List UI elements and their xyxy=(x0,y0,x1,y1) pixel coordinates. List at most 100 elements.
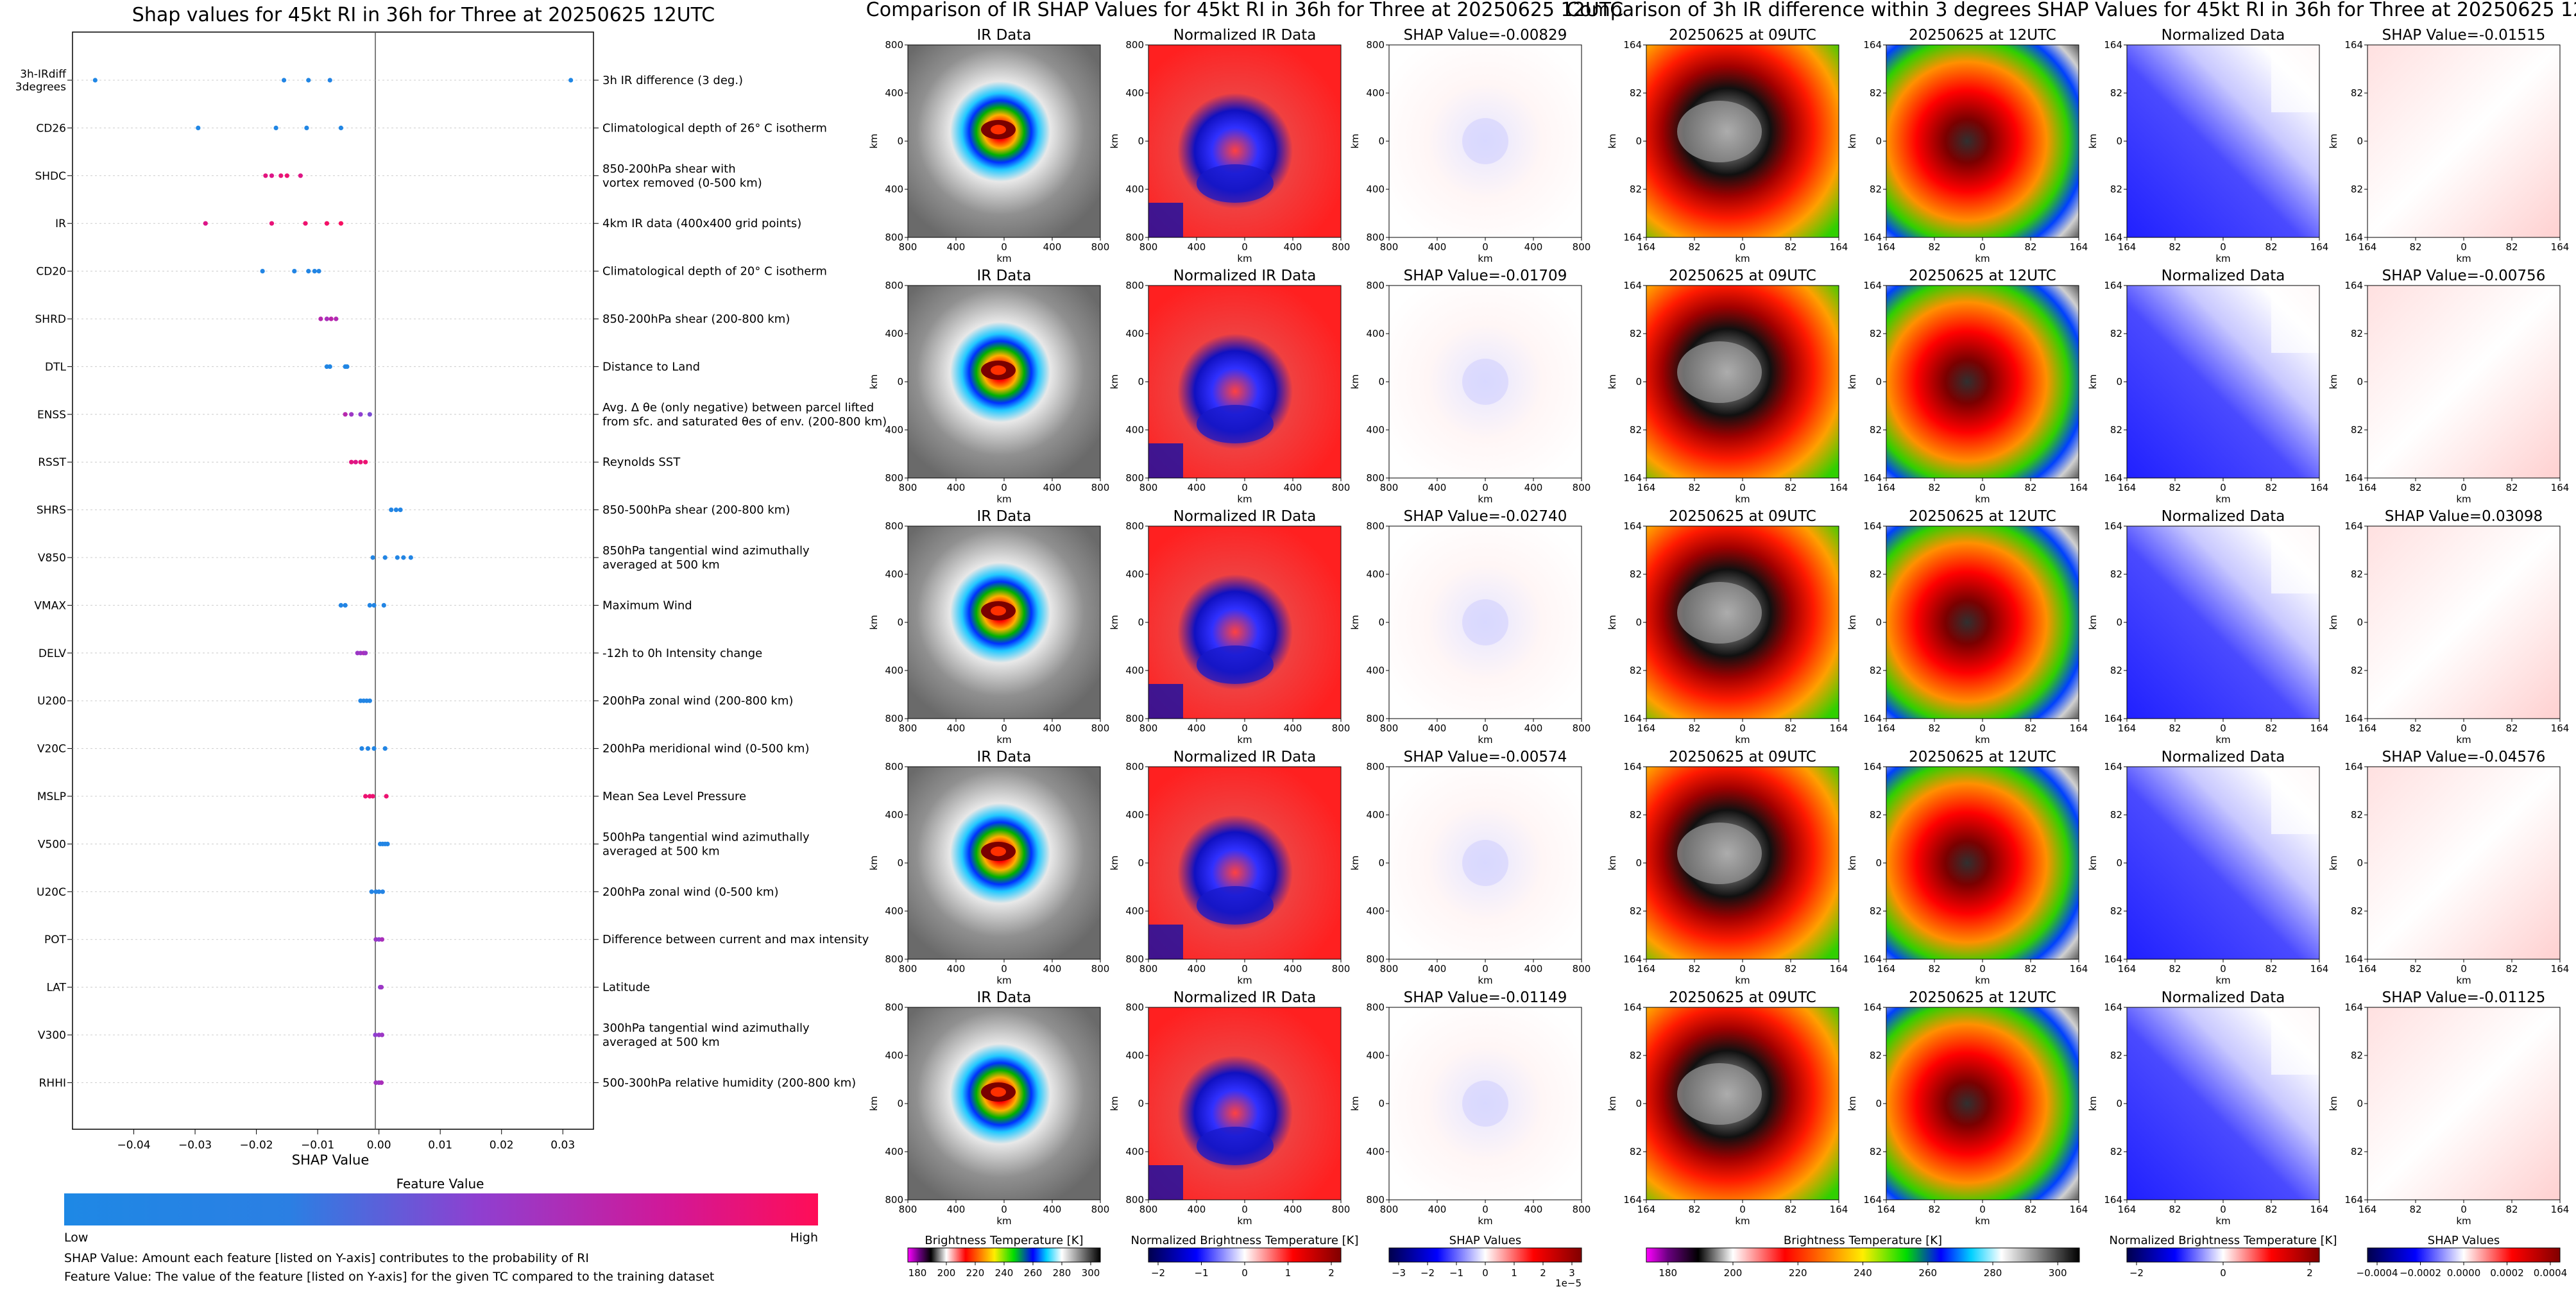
tick-label: 82 xyxy=(2505,1204,2518,1215)
tick-label: 800 xyxy=(1332,241,1351,253)
shap-diff-panel: SHAP Value=-0.04576164164828200828216416… xyxy=(2328,749,2569,986)
colorbar-tick-label: 180 xyxy=(908,1267,927,1279)
shap-point xyxy=(379,1080,384,1085)
tick-label: 400 xyxy=(1524,482,1543,493)
ir-09-panel: 20250625 at 09UTC1641648282008282164164k… xyxy=(1607,268,1848,505)
axis-label: km xyxy=(2328,615,2339,629)
shap-point xyxy=(303,221,308,226)
tick-label: 0 xyxy=(1739,722,1746,734)
shap-point xyxy=(371,602,377,608)
axis-label: km xyxy=(1478,253,1492,264)
tick-label: 800 xyxy=(885,280,903,291)
tick-label: 400 xyxy=(1366,184,1385,195)
tick-label: 82 xyxy=(2409,241,2421,253)
tick-label: 164 xyxy=(1830,722,1848,734)
shap-point xyxy=(371,746,377,751)
tick-label: 0 xyxy=(1241,1204,1248,1215)
tick-label: 800 xyxy=(1091,722,1110,734)
shap-point xyxy=(389,508,394,513)
shap-rows: 3h-IRdiff 3degrees 3h IR difference (3 deg… xyxy=(15,68,887,1089)
shap-point xyxy=(292,269,297,274)
colorbar-tick-label: 280 xyxy=(1053,1267,1071,1279)
tick-label: 164 xyxy=(2344,520,2363,532)
shap-point xyxy=(349,459,354,465)
tick-label: 400 xyxy=(1188,963,1206,975)
cold-corner xyxy=(1148,443,1183,478)
tick-label: 82 xyxy=(1870,87,1882,99)
tick-label: 0 xyxy=(1739,1204,1746,1215)
colorbar-tick-label: −1 xyxy=(1449,1267,1463,1279)
tick-label: 82 xyxy=(2351,1146,2363,1157)
tick-label: 0 xyxy=(1635,1098,1642,1109)
feature-description: Difference between current and max inten… xyxy=(602,933,869,946)
axis-label: km xyxy=(996,253,1011,264)
tick-label: 400 xyxy=(1125,665,1144,676)
tick-label: 400 xyxy=(1043,241,1062,253)
tick-label: 0 xyxy=(1482,1204,1488,1215)
x-tick-label: −0.03 xyxy=(178,1139,212,1152)
shap-point xyxy=(408,555,413,560)
axis-label: km xyxy=(2456,975,2471,986)
tick-label: 400 xyxy=(1366,665,1385,676)
tick-label: 164 xyxy=(2070,482,2088,493)
tick-label: 800 xyxy=(1366,472,1385,484)
tick-label: 82 xyxy=(2024,1204,2036,1215)
tick-label: 164 xyxy=(2118,722,2137,734)
axis-label: km xyxy=(1237,734,1252,746)
norm-data-panel: Normalized Data1641648282008282164164kmk… xyxy=(2087,27,2328,264)
shap-point xyxy=(370,555,375,560)
feature-row: U200 200hPa zonal wind (200-800 km) xyxy=(37,694,793,708)
axis-label: km xyxy=(1847,615,1858,629)
tick-label: 400 xyxy=(1284,722,1302,734)
shap-point xyxy=(370,794,375,799)
panel-title: Normalized Data xyxy=(2162,749,2285,765)
shap-point xyxy=(269,221,275,226)
panel-title: Normalized IR Data xyxy=(1173,268,1317,284)
axis-label: km xyxy=(2087,1096,2099,1111)
tick-label: 800 xyxy=(1573,1204,1591,1215)
feature-label: RSST xyxy=(38,456,66,469)
feature-colorbar-title: Feature Value xyxy=(397,1176,484,1191)
axis-label: km xyxy=(1607,1096,1618,1111)
shap-ir-image xyxy=(1389,1007,1582,1200)
feature-label: V850 xyxy=(38,552,66,565)
tick-label: 800 xyxy=(899,722,917,734)
feature-value-note: Feature Value: The value of the feature … xyxy=(64,1270,714,1284)
tick-label: 0 xyxy=(1378,376,1385,388)
axis-label: km xyxy=(1847,374,1858,389)
ir-comparison-title: Comparison of IR SHAP Values for 45kt RI… xyxy=(866,0,1623,21)
panel-title: SHAP Value=-0.02740 xyxy=(1404,508,1567,525)
axis-label: km xyxy=(1478,975,1492,986)
tick-label: 800 xyxy=(885,1002,903,1013)
x-tick-label: 0.02 xyxy=(490,1139,514,1152)
cold-region xyxy=(1197,886,1274,925)
tick-label: 164 xyxy=(2551,241,2570,253)
shap-diff-panel: SHAP Value=0.030981641648282008282164164… xyxy=(2328,508,2569,746)
shap-ir-image xyxy=(1389,767,1582,959)
shap-point xyxy=(349,412,354,417)
tick-label: 800 xyxy=(885,761,903,773)
tick-label: 82 xyxy=(1870,1146,1882,1157)
axis-label: km xyxy=(1975,734,1990,746)
colorbar-tick-label: −0.0002 xyxy=(2400,1267,2441,1279)
tick-label: 0 xyxy=(1482,963,1488,975)
norm-ir-panel: Normalized IR Data8008004004000040040080… xyxy=(1109,749,1350,986)
feature-description: Latitude xyxy=(602,981,650,994)
shap-point xyxy=(324,221,330,226)
norm-data-panel: Normalized Data1641648282008282164164kmk… xyxy=(2087,749,2328,986)
tick-label: 0 xyxy=(897,617,903,628)
ir-panel-grid: IR Data80080040040000400400800800kmkmNor… xyxy=(868,27,1591,1227)
feature-row: V20C 200hPa meridional wind (0-500 km) xyxy=(37,742,810,756)
tick-label: 82 xyxy=(1688,241,1700,253)
tick-label: 164 xyxy=(1863,232,1882,243)
ir-09-panel: 20250625 at 09UTC1641648282008282164164k… xyxy=(1607,27,1848,264)
feature-label: MSLP xyxy=(37,790,66,803)
tick-label: 164 xyxy=(2310,1204,2329,1215)
axis-label: km xyxy=(2215,493,2230,505)
tick-label: 400 xyxy=(1125,328,1144,339)
shap-point xyxy=(343,412,348,417)
norm-ir-panel: Normalized IR Data8008004004000040040080… xyxy=(1109,268,1350,505)
